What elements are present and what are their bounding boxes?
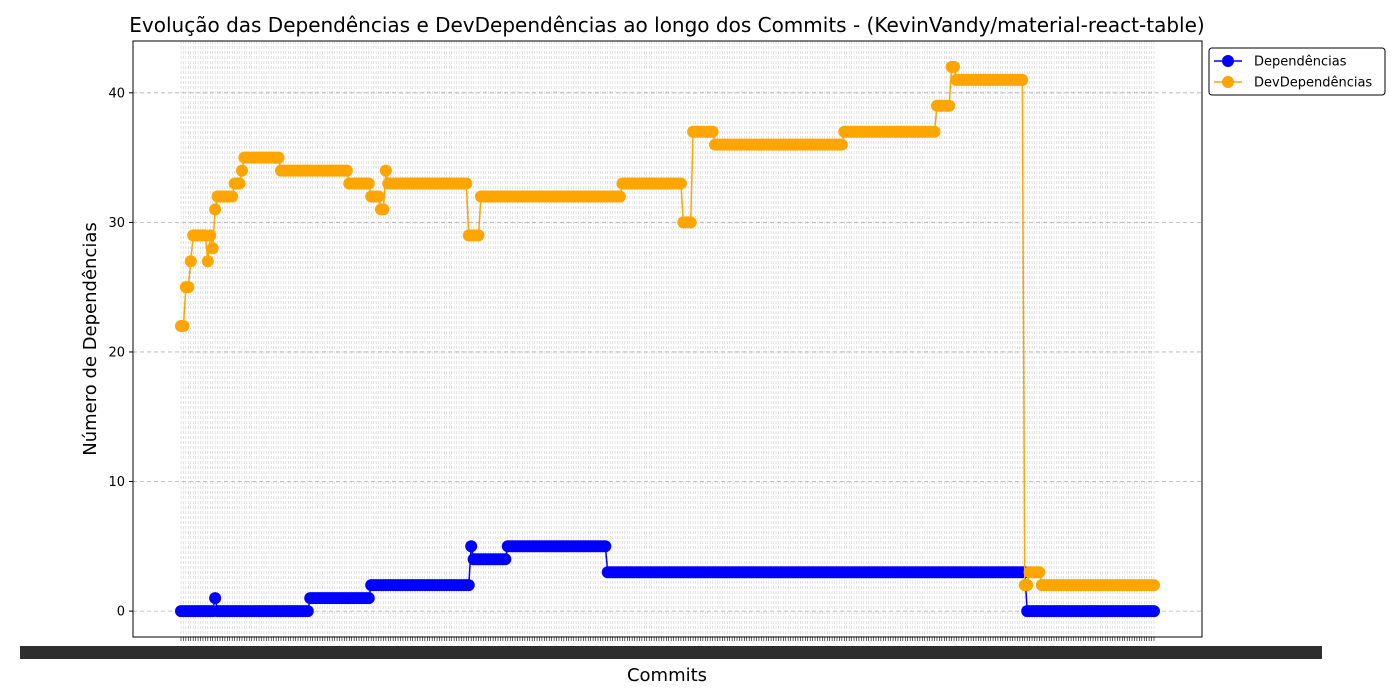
- data-point: [674, 177, 687, 190]
- x-axis-label: Commits: [627, 665, 707, 686]
- data-point: [209, 203, 222, 216]
- data-point: [499, 553, 512, 566]
- legend-label: Dependências: [1254, 55, 1347, 70]
- chart-title: Evolução das Dependências e DevDependênc…: [129, 13, 1204, 37]
- data-point: [272, 151, 285, 164]
- data-point: [362, 592, 375, 605]
- series-layer: [175, 60, 1160, 618]
- data-point: [377, 203, 390, 216]
- y-tick-label: 0: [117, 605, 125, 620]
- vertical-grid: [180, 41, 1155, 637]
- data-point: [1016, 73, 1029, 86]
- data-point: [943, 99, 956, 112]
- plot-area-frame: [132, 40, 1203, 638]
- y-tick-label: 10: [108, 475, 125, 490]
- data-point: [206, 242, 219, 255]
- data-point: [928, 125, 941, 138]
- data-point: [462, 579, 475, 592]
- y-axis-label: Número de Dependências: [80, 222, 101, 456]
- data-point: [706, 125, 719, 138]
- legend-marker: [1222, 76, 1234, 88]
- data-point: [684, 216, 697, 229]
- data-point: [460, 177, 473, 190]
- data-point: [372, 190, 385, 203]
- data-point: [835, 138, 848, 151]
- data-point: [235, 164, 248, 177]
- data-point: [301, 605, 314, 618]
- data-point: [233, 177, 246, 190]
- y-tick-label: 30: [108, 216, 125, 231]
- series-line: [181, 66, 1154, 586]
- legend-marker: [1222, 55, 1234, 67]
- data-point: [1148, 579, 1160, 592]
- data-point: [226, 190, 239, 203]
- legend-box: [1208, 47, 1386, 96]
- legend: Dependências DevDependências: [1208, 47, 1386, 96]
- data-point: [472, 229, 485, 242]
- series-2: [175, 60, 1160, 592]
- y-axis-ticks: 0 10 20 30 40: [108, 86, 133, 620]
- data-point: [184, 255, 197, 268]
- y-tick-label: 40: [108, 86, 125, 101]
- legend-label: DevDependências: [1254, 76, 1372, 91]
- x-axis-ticks: [20, 637, 1322, 659]
- data-point: [209, 592, 222, 605]
- data-point: [1033, 566, 1046, 579]
- y-tick-label: 20: [108, 345, 125, 360]
- data-point: [201, 255, 214, 268]
- data-point: [362, 177, 375, 190]
- data-point: [613, 190, 626, 203]
- data-point: [465, 540, 478, 553]
- data-point: [1148, 605, 1160, 618]
- data-point: [177, 320, 190, 333]
- series-1: [175, 540, 1160, 618]
- data-point: [948, 60, 961, 73]
- data-point: [1021, 579, 1034, 592]
- data-point: [182, 281, 195, 294]
- x-tick-labels-overlap: [20, 646, 1322, 659]
- data-point: [599, 540, 612, 553]
- data-point: [204, 229, 217, 242]
- data-point: [340, 164, 353, 177]
- data-point: [379, 164, 392, 177]
